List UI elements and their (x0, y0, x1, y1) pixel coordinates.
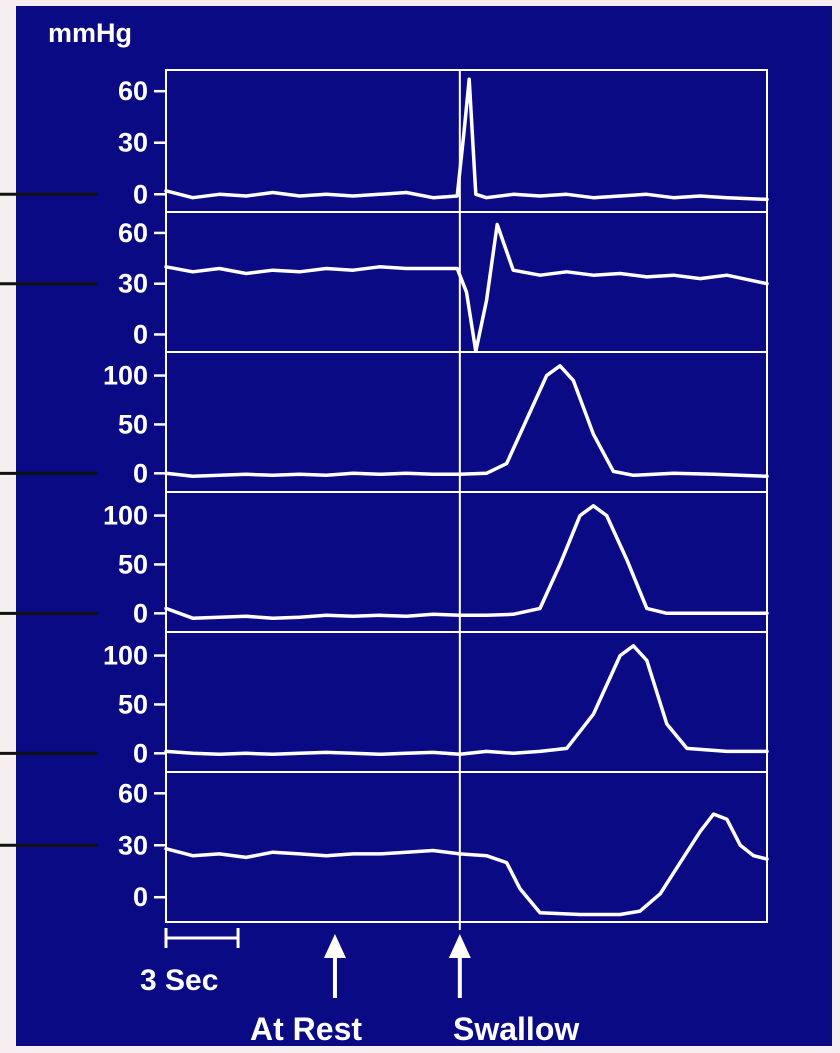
scale-bar-label: 3 Sec (140, 964, 218, 997)
y-tick-label: 0 (133, 319, 148, 349)
y-tick-label: 100 (103, 641, 148, 671)
y-tick-label: 0 (133, 458, 148, 488)
plot-frame (165, 69, 768, 923)
time-scale-bar (164, 928, 240, 948)
pressure-trace-6 (164, 812, 769, 917)
y-tick-label: 30 (118, 830, 148, 860)
trace-panel-6: 0 30 60 (0, 771, 769, 917)
pressure-trace-2 (164, 222, 769, 354)
y-tick-label: 60 (118, 76, 148, 106)
at-rest-label: At Rest (250, 1011, 362, 1047)
y-tick-label: 50 (118, 689, 148, 719)
trace-panel-3: 0 50 100 (0, 351, 769, 488)
unit-label: mmHg (48, 18, 132, 48)
pressure-trace-4 (164, 504, 769, 620)
at-rest-arrow-icon (323, 934, 346, 998)
y-tick-label: 100 (103, 501, 148, 531)
pressure-trace-5 (164, 644, 769, 757)
y-tick-label: 0 (133, 179, 148, 209)
swallow-arrow-icon (448, 934, 471, 998)
y-tick-label: 60 (118, 218, 148, 248)
trace-panel-4: 0 50 100 (0, 491, 769, 628)
swallow-label: Swallow (453, 1011, 579, 1047)
y-tick-label: 0 (133, 738, 148, 768)
pressure-trace-3 (164, 364, 769, 479)
y-tick-label: 30 (118, 269, 148, 299)
y-tick-label: 50 (118, 549, 148, 579)
y-tick-label: 0 (133, 598, 148, 628)
y-tick-label: 60 (118, 778, 148, 808)
y-tick-label: 100 (103, 361, 148, 391)
arrow-head (323, 934, 346, 958)
trace-panel-2: 0 30 60 (0, 211, 769, 354)
arrow-head (448, 934, 471, 958)
pressure-trace-1 (164, 77, 769, 202)
trace-panel-1: 0 30 60 (0, 76, 769, 209)
y-tick-label: 0 (133, 882, 148, 912)
panel-stack: 0 30 60 0 30 60 0 50 100 0 50 100 0 50 100 0 30 60 (0, 69, 769, 923)
chart-background (16, 6, 832, 1046)
y-tick-label: 30 (118, 128, 148, 158)
trace-panel-5: 0 50 100 (0, 631, 769, 768)
y-tick-label: 50 (118, 409, 148, 439)
